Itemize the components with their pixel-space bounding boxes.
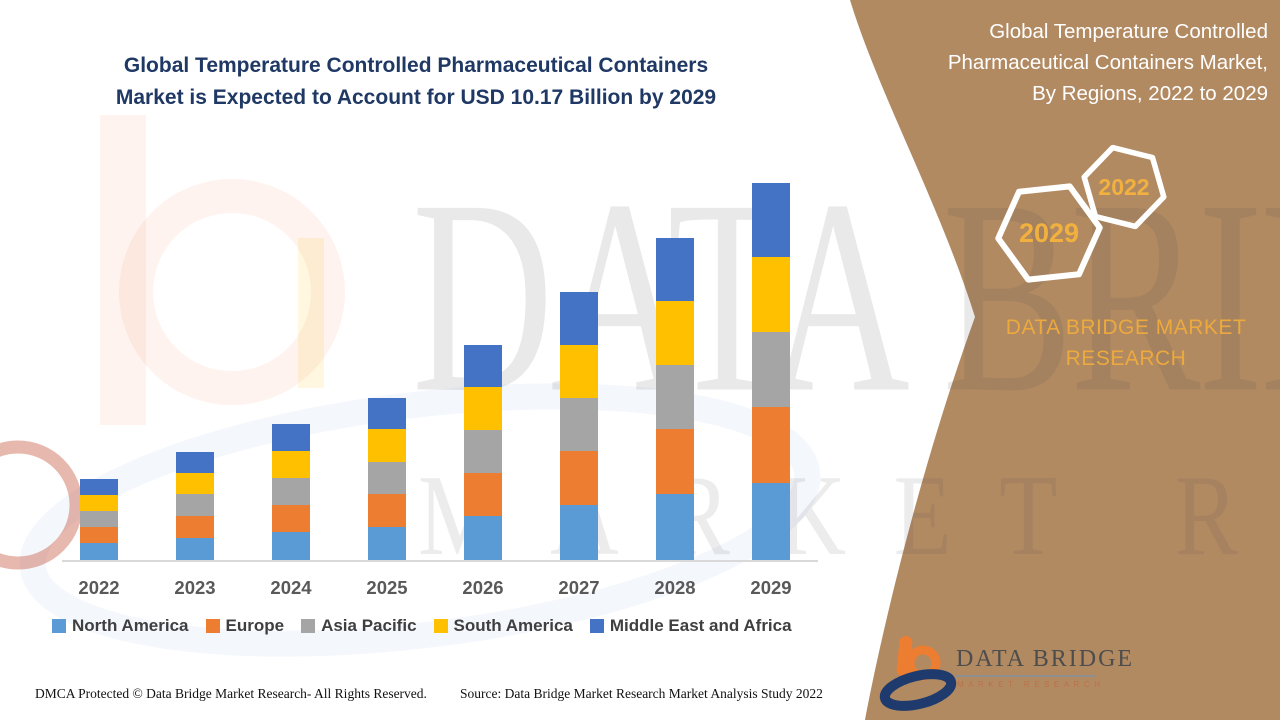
hexagon-2029 [995, 183, 1103, 283]
logo-subtext: MARKET RESEARCH [957, 680, 1105, 689]
segment-asia-pacific-2026 [464, 429, 502, 473]
segment-south-america-2022 [80, 495, 118, 512]
hexagon-year-2029: 2029 [1019, 218, 1079, 248]
x-axis-line [62, 560, 818, 562]
legend-item-south-america: South America [433, 616, 573, 636]
segment-middle-east-and-africa-2028 [656, 237, 694, 302]
segment-south-america-2026 [464, 386, 502, 430]
segment-north-america-2022 [80, 543, 118, 560]
bar-2027 [560, 292, 598, 560]
segment-south-america-2028 [656, 301, 694, 366]
x-axis-label-2022: 2022 [78, 577, 120, 598]
bar-2028 [656, 237, 694, 560]
segment-south-america-2025 [368, 429, 406, 462]
legend-item-asia-pacific: Asia Pacific [301, 616, 417, 636]
segment-north-america-2024 [272, 532, 310, 560]
legend-swatch-asia-pacific [301, 619, 316, 633]
segment-north-america-2023 [176, 537, 214, 560]
segment-north-america-2025 [368, 526, 406, 560]
legend-swatch-north-america [52, 619, 66, 633]
brand-name: DATA BRIDGE MARKET RESEARCH [978, 312, 1274, 374]
segment-europe-2023 [176, 515, 214, 538]
x-axis-label-2024: 2024 [270, 577, 312, 598]
logo-wordmark: DATA BRIDGE [956, 646, 1135, 672]
legend-item-north-america: North America [52, 616, 189, 636]
segment-south-america-2024 [272, 451, 310, 479]
panel-title-line2: Pharmaceutical Containers Market, [947, 51, 1268, 74]
bar-2022 [80, 479, 118, 560]
x-axis-label-2029: 2029 [750, 577, 792, 598]
segment-asia-pacific-2022 [80, 511, 118, 528]
footer-source: Source: Data Bridge Market Research Mark… [460, 686, 823, 701]
x-axis-label-2025: 2025 [366, 577, 408, 598]
bar-2024 [272, 424, 310, 560]
bar-2026 [464, 344, 502, 560]
segment-europe-2029 [752, 406, 790, 483]
x-axis-label-2028: 2028 [654, 577, 696, 598]
segment-middle-east-and-africa-2022 [80, 479, 118, 496]
segment-north-america-2027 [560, 505, 598, 560]
segment-middle-east-and-africa-2025 [368, 397, 406, 430]
panel-title: Global Temperature Controlled Pharmaceut… [872, 16, 1268, 109]
segment-asia-pacific-2024 [272, 478, 310, 505]
x-axis-label-2026: 2026 [462, 577, 504, 598]
chart-title-line2: Market is Expected to Account for USD 10… [115, 86, 717, 109]
segment-europe-2028 [656, 429, 694, 494]
segment-asia-pacific-2025 [368, 461, 406, 495]
segment-europe-2024 [272, 504, 310, 533]
segment-middle-east-and-africa-2023 [176, 451, 214, 473]
bar-2023 [176, 451, 214, 560]
chart-title-line1: Global Temperature Controlled Pharmaceut… [123, 54, 709, 77]
segment-middle-east-and-africa-2026 [464, 344, 502, 387]
x-axis-label-2027: 2027 [558, 577, 600, 598]
chart-legend: North America Europe Asia Pacific South Ame… [52, 616, 792, 636]
legend-label-north-america: North America [72, 616, 189, 635]
x-axis-label-2023: 2023 [174, 577, 216, 598]
bar-2029 [752, 183, 790, 560]
legend-item-europe: Europe [205, 616, 285, 636]
brand-line2: RESEARCH [1065, 347, 1187, 370]
segment-north-america-2026 [464, 515, 502, 560]
hexagon-year-2022: 2022 [1098, 174, 1149, 200]
legend-swatch-middle-east-and-africa [589, 619, 604, 633]
segment-middle-east-and-africa-2024 [272, 424, 310, 452]
panel-title-line1: Global Temperature Controlled [989, 20, 1268, 43]
legend-label-europe: Europe [225, 616, 285, 635]
segment-asia-pacific-2028 [656, 365, 694, 430]
segment-asia-pacific-2023 [176, 494, 214, 516]
segment-south-america-2029 [752, 257, 790, 333]
segment-middle-east-and-africa-2029 [752, 183, 790, 258]
footer-copyright: DMCA Protected © Data Bridge Market Rese… [35, 686, 427, 701]
segment-europe-2025 [368, 494, 406, 527]
segment-europe-2027 [560, 451, 598, 506]
legend-label-middle-east-and-africa: Middle East and Africa [609, 616, 792, 635]
segment-asia-pacific-2027 [560, 398, 598, 452]
segment-europe-2022 [80, 527, 118, 544]
segment-middle-east-and-africa-2027 [560, 292, 598, 345]
brand-line1: DATA BRIDGE MARKET [1005, 316, 1247, 339]
segment-europe-2026 [464, 472, 502, 516]
legend-label-asia-pacific: Asia Pacific [321, 616, 417, 635]
segment-south-america-2023 [176, 472, 214, 495]
legend-swatch-south-america [433, 619, 448, 633]
logo-underline [956, 675, 1096, 677]
chart-title: Global Temperature Controlled Pharmaceut… [40, 50, 792, 114]
legend-label-south-america: South America [453, 616, 573, 635]
segment-south-america-2027 [560, 344, 598, 399]
year-hexagons: 2022 2029 [995, 144, 1167, 283]
segment-north-america-2028 [656, 494, 694, 560]
panel-title-line3: By Regions, 2022 to 2029 [1032, 82, 1268, 105]
legend-swatch-europe [205, 619, 220, 633]
hexagon-2022 [1081, 144, 1167, 230]
data-bridge-logo-icon [879, 636, 957, 711]
legend-item-middle-east-and-africa: Middle East and Africa [589, 616, 792, 636]
bar-2025 [368, 397, 406, 560]
segment-north-america-2029 [752, 482, 790, 560]
segment-asia-pacific-2029 [752, 332, 790, 407]
